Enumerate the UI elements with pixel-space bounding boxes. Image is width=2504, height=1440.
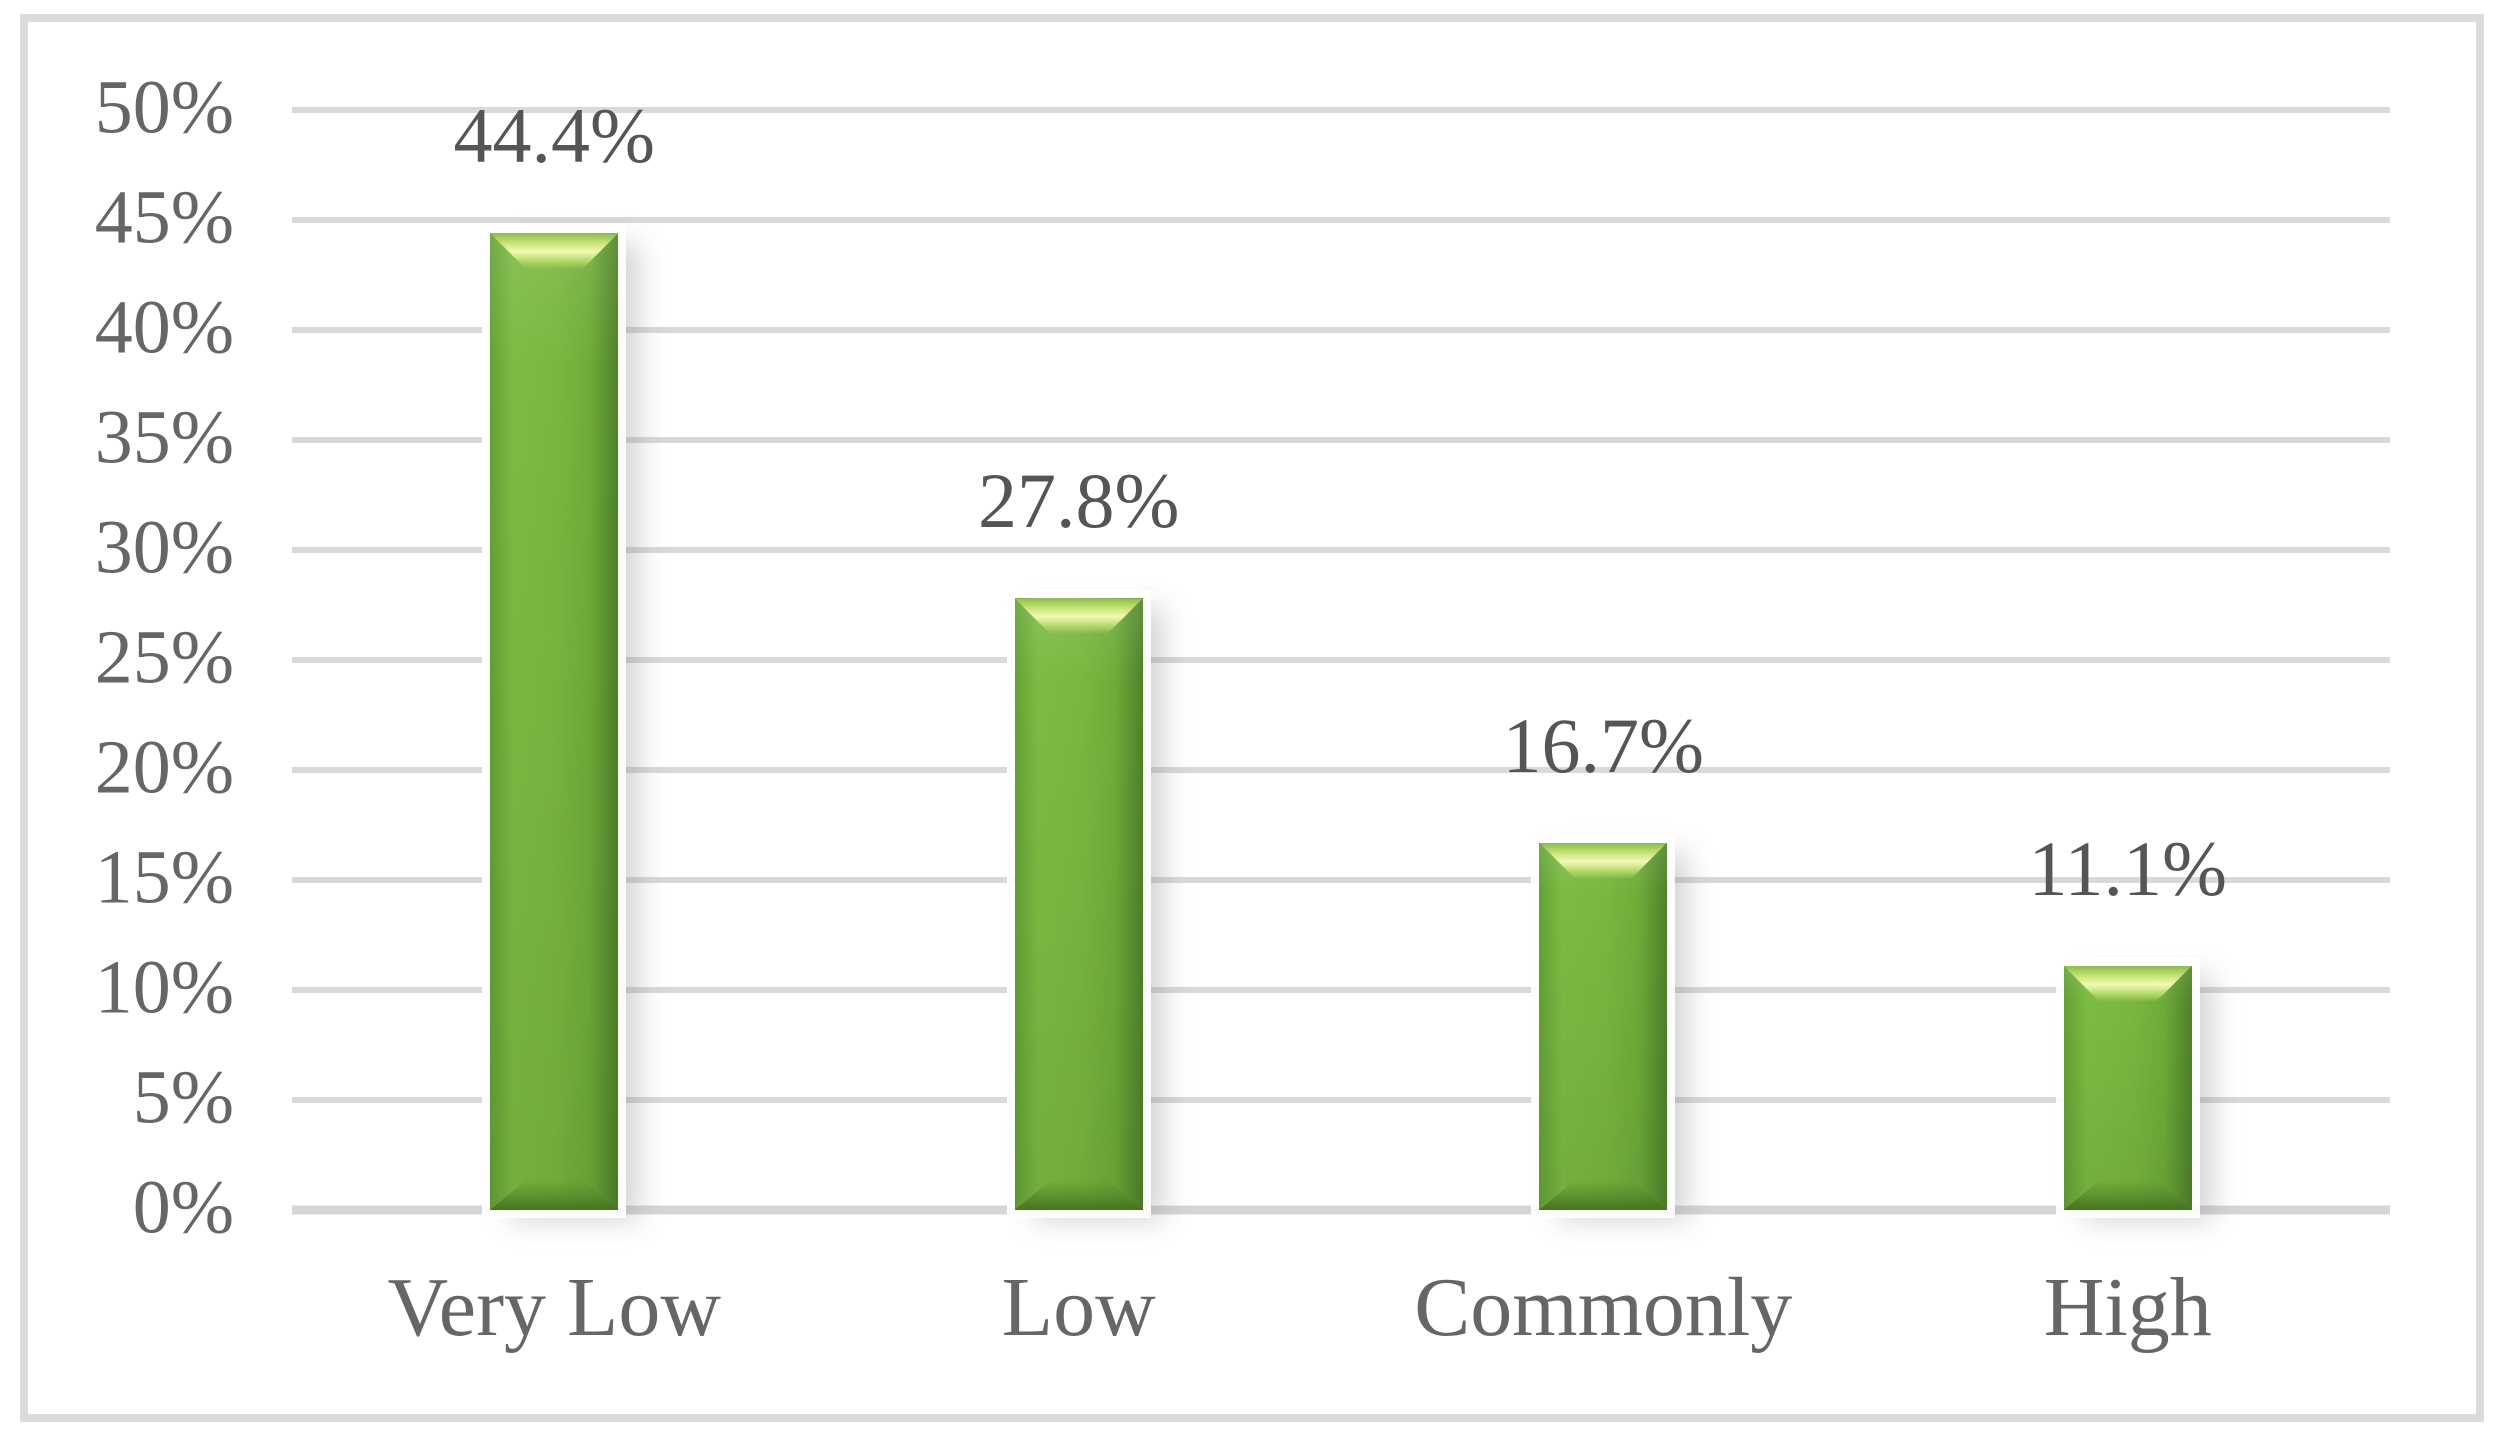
y-tick-label-25pct: 25% xyxy=(94,615,234,700)
bar-very-low xyxy=(490,233,619,1210)
gridline-35pct xyxy=(292,437,2390,443)
y-tick-label-10pct: 10% xyxy=(94,945,234,1030)
plot-area: 44.4% 27.8% 16.7% 11.1% xyxy=(292,97,2390,1215)
category-label-low: Low xyxy=(1001,1261,1156,1354)
gridline-40pct xyxy=(292,327,2390,333)
data-label-low: 27.8% xyxy=(978,457,1180,545)
y-tick-label-35pct: 35% xyxy=(94,395,234,480)
y-axis: 0% 5% 10% 15% 20% 25% 30% 35% 40% 45% 50% xyxy=(0,70,234,1246)
gridline-30pct xyxy=(292,547,2390,553)
gridline-0pct xyxy=(292,1205,2390,1215)
y-tick-label-30pct: 30% xyxy=(94,505,234,590)
gridline-20pct xyxy=(292,767,2390,773)
y-tick-label-20pct: 20% xyxy=(94,725,234,810)
y-tick-label-50pct: 50% xyxy=(94,65,234,150)
bar-commonly xyxy=(1539,842,1668,1210)
data-label-high: 11.1% xyxy=(2028,824,2228,912)
gridline-10pct xyxy=(292,987,2390,993)
y-tick-label-40pct: 40% xyxy=(94,285,234,370)
bar-low xyxy=(1014,598,1143,1210)
category-label-very-low: Very Low xyxy=(387,1261,722,1354)
data-label-commonly: 16.7% xyxy=(1502,701,1704,789)
gridline-25pct xyxy=(292,657,2390,663)
category-label-high: High xyxy=(2043,1261,2212,1354)
gridline-45pct xyxy=(292,217,2390,223)
y-tick-label-0pct: 0% xyxy=(132,1165,234,1250)
gridline-15pct xyxy=(292,877,2390,883)
gridline-5pct xyxy=(292,1097,2390,1103)
bar-high xyxy=(2063,965,2192,1210)
y-tick-label-15pct: 15% xyxy=(94,835,234,920)
chart-border xyxy=(20,14,2484,1422)
y-tick-label-45pct: 45% xyxy=(94,175,234,260)
x-axis: Very Low Low Commonly High xyxy=(292,1261,2390,1392)
category-label-commonly: Commonly xyxy=(1414,1261,1793,1354)
gridline-50pct xyxy=(292,107,2390,113)
y-tick-label-5pct: 5% xyxy=(132,1055,234,1140)
data-label-very-low: 44.4% xyxy=(453,92,655,180)
